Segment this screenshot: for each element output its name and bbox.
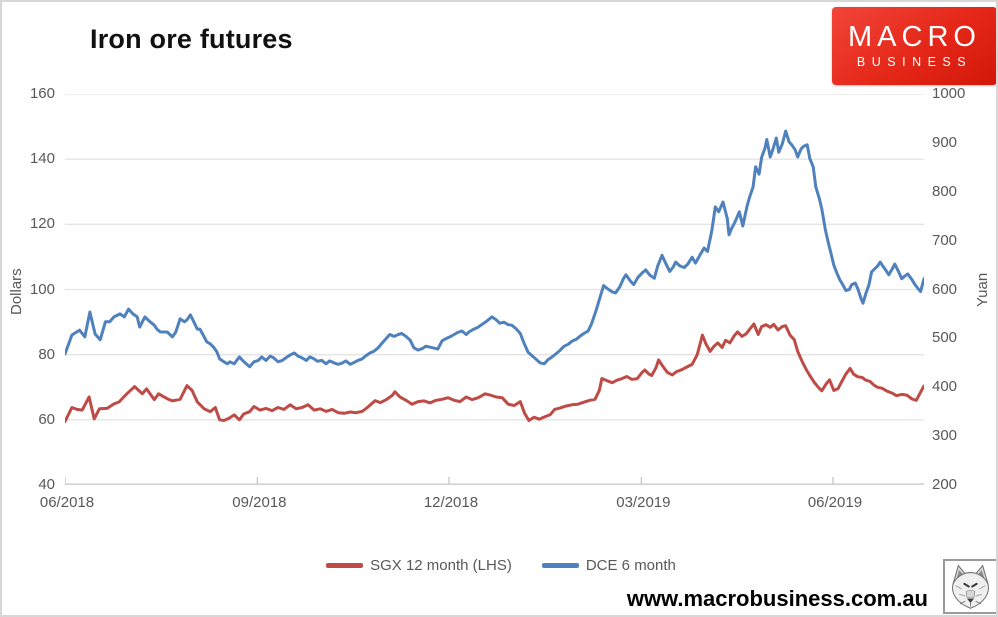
y-left-tick-label: 60 bbox=[38, 410, 55, 428]
right-axis-title: Yuan bbox=[974, 272, 991, 308]
dce-line-swatch bbox=[541, 563, 579, 568]
legend-item-sgx[interactable]: SGX 12 month (LHS) bbox=[326, 557, 512, 574]
legend-label-dce: DCE 6 month bbox=[585, 557, 676, 574]
chart-legend: SGX 12 month (LHS) DCE 6 month bbox=[2, 557, 996, 574]
y-left-tick-label: 140 bbox=[29, 150, 55, 168]
y-right-tick-label: 900 bbox=[932, 133, 958, 151]
left-axis-title: Dollars bbox=[8, 268, 25, 316]
y-right-tick-label: 300 bbox=[932, 427, 958, 445]
legend-item-dce[interactable]: DCE 6 month bbox=[541, 557, 676, 574]
x-tick-label: 12/2018 bbox=[423, 494, 479, 511]
fox-logo bbox=[943, 559, 996, 614]
x-tick-label: 03/2019 bbox=[616, 494, 671, 511]
site-url: www.macrobusiness.com.au bbox=[626, 586, 928, 611]
y-left-tick-label: 160 bbox=[29, 85, 55, 102]
y-right-tick-label: 700 bbox=[932, 231, 958, 249]
fox-sketch-icon bbox=[951, 564, 990, 609]
y-right-tick-label: 1000 bbox=[932, 85, 966, 102]
y-right-tick-label: 600 bbox=[932, 280, 958, 298]
sgx-line-swatch bbox=[326, 563, 364, 568]
x-tick-label: 06/2018 bbox=[39, 494, 95, 511]
y-right-tick-label: 500 bbox=[932, 329, 958, 347]
y-right-tick-label: 400 bbox=[932, 378, 958, 396]
plot-area bbox=[65, 94, 924, 485]
page-title: Iron ore futures bbox=[90, 24, 293, 54]
logo-line-business: BUSINESS bbox=[856, 55, 973, 69]
y-left-tick-label: 80 bbox=[38, 345, 55, 363]
logo-line-macro: MACRO bbox=[848, 21, 981, 53]
x-tick-label: 06/2019 bbox=[807, 494, 863, 511]
legend-label-sgx: SGX 12 month (LHS) bbox=[370, 557, 512, 574]
x-tick-label: 09/2018 bbox=[232, 494, 287, 511]
y-left-tick-label: 100 bbox=[29, 280, 55, 298]
y-right-tick-label: 200 bbox=[932, 476, 958, 493]
macrobusiness-logo: MACRO BUSINESS bbox=[832, 7, 996, 85]
y-left-tick-label: 40 bbox=[38, 476, 55, 493]
series-line-dce[interactable] bbox=[65, 129, 924, 369]
y-right-tick-label: 800 bbox=[932, 182, 958, 200]
series-line-sgx[interactable] bbox=[65, 322, 924, 423]
y-left-tick-label: 120 bbox=[29, 215, 55, 233]
